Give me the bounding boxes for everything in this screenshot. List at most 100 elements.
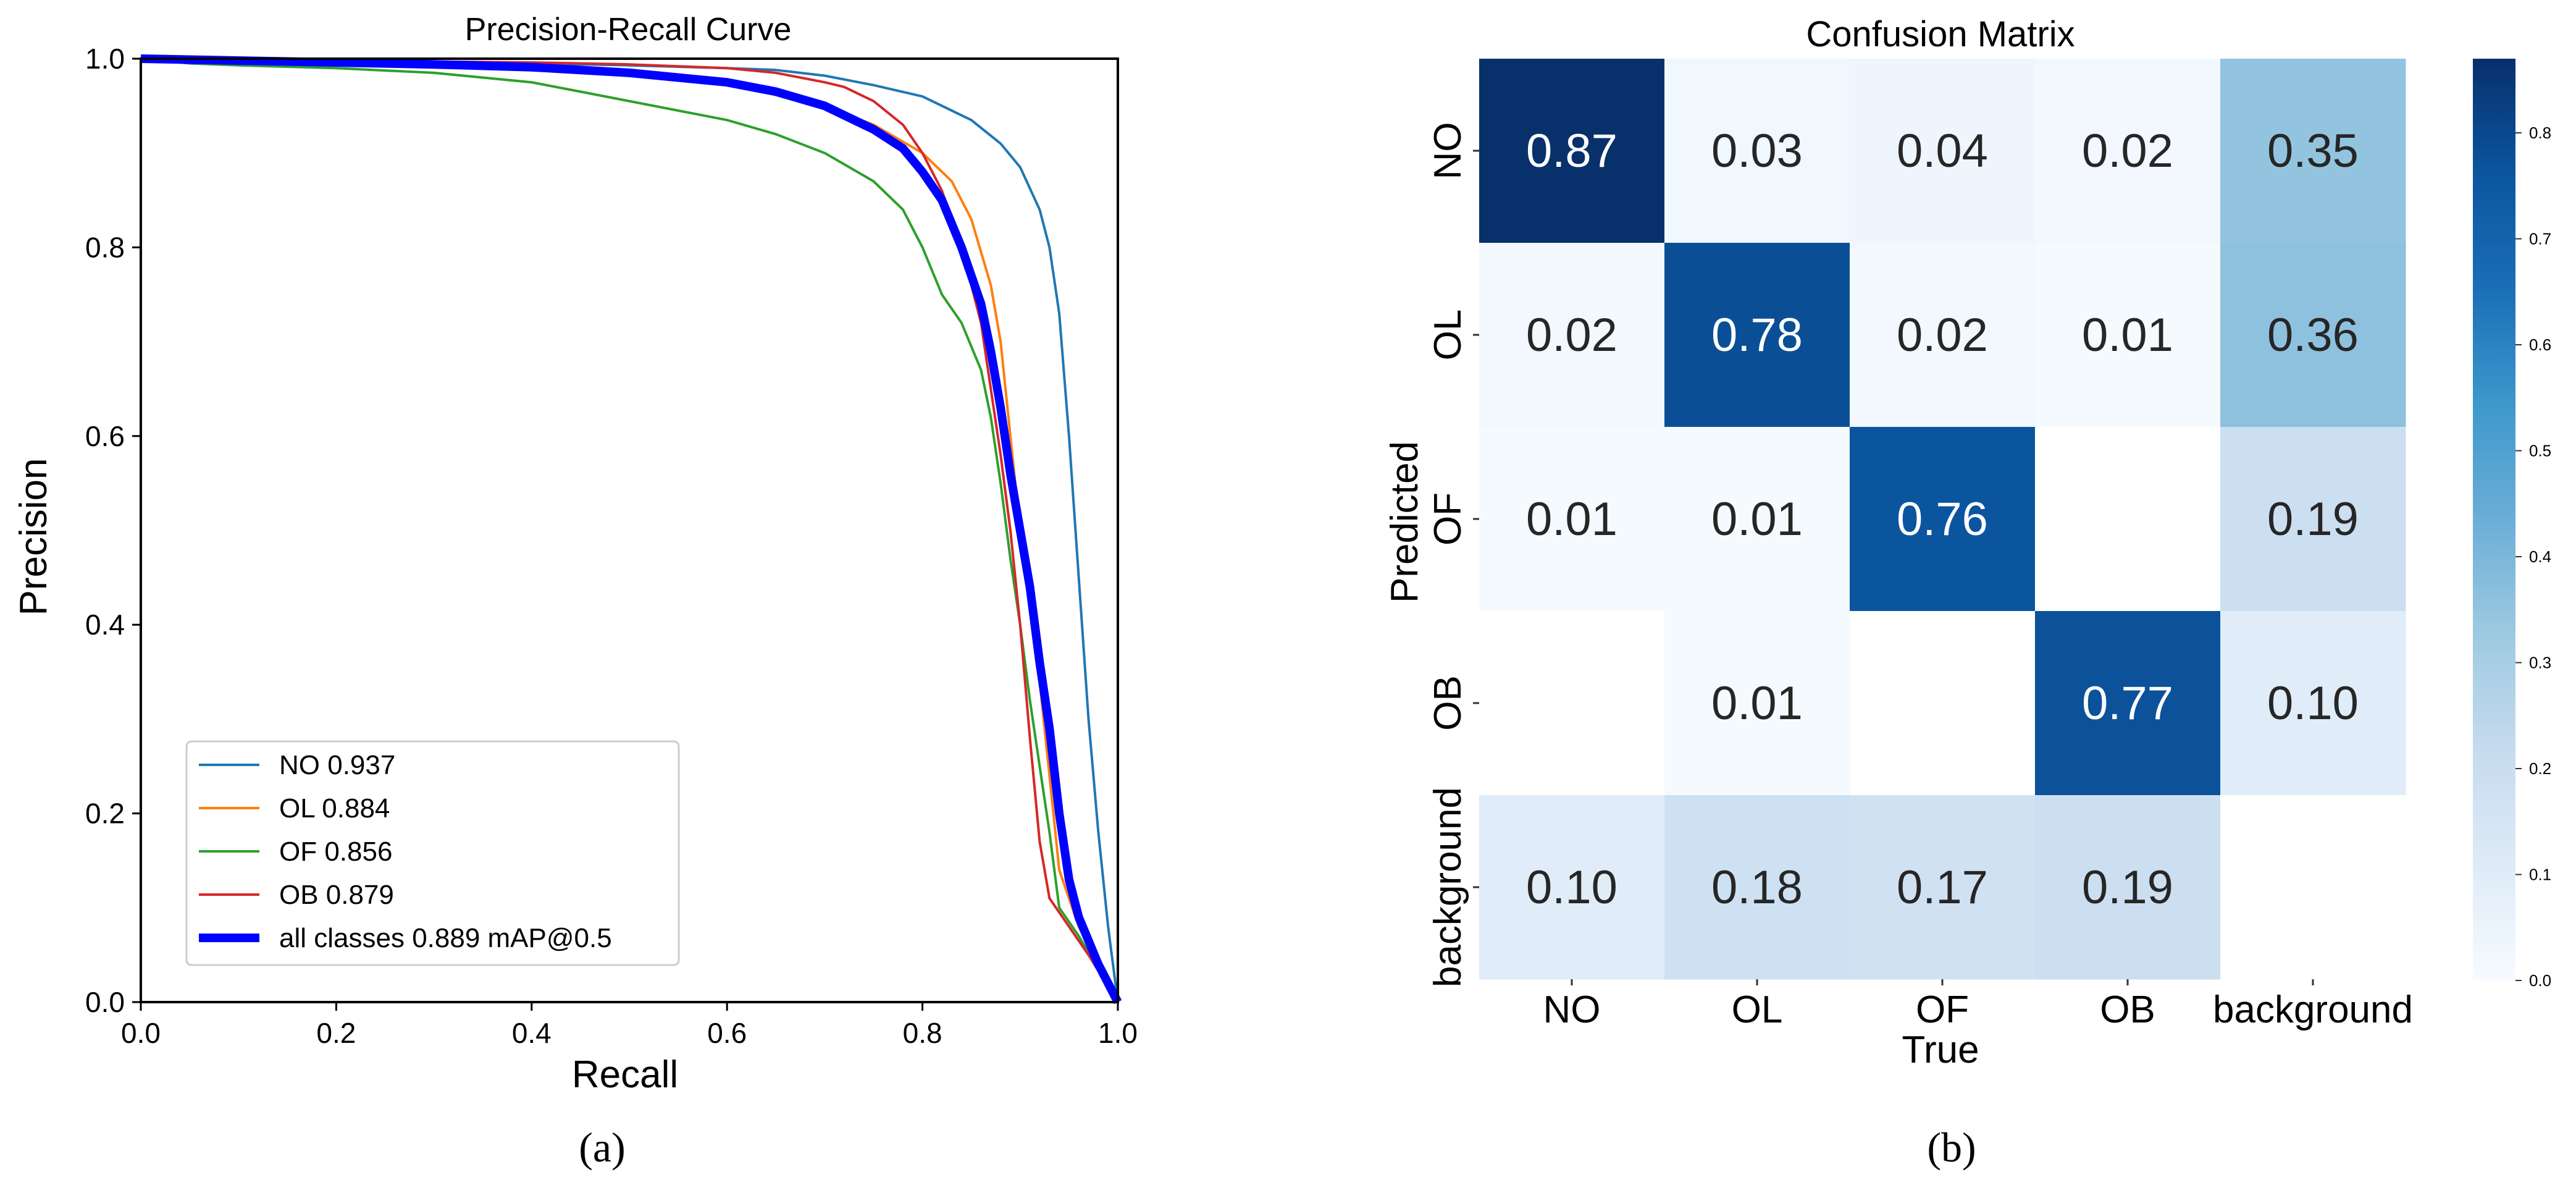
cm-cell-3-4 <box>2220 611 2406 796</box>
cm-cell-2-0 <box>1479 427 1665 612</box>
cm-colorbar-tick-label: 0.0 <box>2529 971 2551 990</box>
pr-y-tick-labels: 0.0 0.2 0.4 0.6 0.8 1.0 <box>85 43 141 1018</box>
cm-colorbar-tick-label: 0.2 <box>2529 759 2551 778</box>
pr-x-axis-label: Recall <box>572 1053 678 1096</box>
cm-cell-value: 0.04 <box>1897 125 1988 177</box>
cm-cell-0-0 <box>1479 59 1665 243</box>
cm-cell-1-0 <box>1479 243 1665 428</box>
cm-colorbar-tick-label: 0.4 <box>2529 547 2551 566</box>
pr-x-tick-label: 0.6 <box>707 1017 747 1049</box>
cm-cell-value: 0.76 <box>1897 493 1988 546</box>
cm-cell-value: 0.17 <box>1897 861 1988 914</box>
pr-series-line-2 <box>140 57 1119 1003</box>
cm-cell-2-1 <box>1664 427 1850 612</box>
pr-y-tick-label: 0.0 <box>85 986 125 1018</box>
cm-x-tick-label: NO <box>1543 989 1601 1031</box>
cm-cell-value: 0.02 <box>2082 125 2173 177</box>
cm-x-tick-labels: NO OL OF OB background <box>1543 979 2413 1031</box>
cm-y-tick-label: OL <box>1427 310 1469 361</box>
cm-cell-3-2 <box>1850 611 2036 796</box>
cm-cell-value: 0.19 <box>2267 493 2359 546</box>
cm-x-tick-label: background <box>2213 989 2413 1031</box>
pr-x-tick-label: 0.4 <box>512 1017 552 1049</box>
cm-y-tick-labels: NO OL OF OB background <box>1427 122 1479 987</box>
cm-cell-value: 0.78 <box>1711 309 1803 361</box>
cm-cell-value: 0.02 <box>1897 309 1988 361</box>
cm-cell-1-4 <box>2220 243 2406 428</box>
cm-cell-value: 0.03 <box>1711 125 1803 177</box>
cm-colorbar-tick-label: 0.1 <box>2529 866 2551 884</box>
pr-x-tick-label: 1.0 <box>1098 1017 1138 1049</box>
pr-x-tick-labels: 0.0 0.2 0.4 0.6 0.8 1.0 <box>121 1002 1138 1049</box>
pr-legend-label-3: OB 0.879 <box>279 880 394 910</box>
pr-legend-frame <box>185 740 680 966</box>
cm-colorbar-tick-label: 0.7 <box>2529 230 2551 248</box>
cm-cell-value: 0.10 <box>1526 861 1617 914</box>
cm-colorbar <box>2473 59 2515 980</box>
cm-cell-value: 0.35 <box>2267 125 2359 177</box>
cm-colorbar-tick-label: 0.8 <box>2529 124 2551 142</box>
cm-cell-value: 0.18 <box>1711 861 1803 914</box>
pr-plot-area <box>140 54 1122 1005</box>
cm-colorbar-ticks: 0.0 0.1 0.2 0.3 0.4 0.5 0.6 0.7 0.8 <box>2515 124 2551 990</box>
cm-x-tick-label: OF <box>1916 989 1969 1031</box>
pr-x-tick-label: 0.0 <box>121 1017 161 1049</box>
pr-legend: NO 0.937 OL 0.884 OF 0.856 OB 0.879 all clas… <box>185 740 680 966</box>
cm-cell-0-2 <box>1850 59 2036 243</box>
cm-y-tick-label: NO <box>1427 122 1469 180</box>
cm-cell-4-0 <box>1479 795 1665 980</box>
cm-cell-4-2 <box>1850 795 2036 980</box>
cm-chart-title: Confusion Matrix <box>1806 14 2075 54</box>
cm-y-tick-label: background <box>1427 787 1469 987</box>
cm-colorbar-tick-label: 0.5 <box>2529 442 2551 460</box>
pr-y-tick-label: 0.6 <box>85 420 125 452</box>
pr-curve-panel: Precision-Recall Curve 0.0 0.2 0.4 0.6 0.8 1.… <box>12 12 1138 1096</box>
cm-cell-3-1 <box>1664 611 1850 796</box>
cm-cell-value: 0.77 <box>2082 677 2173 730</box>
cm-cell-2-4 <box>2220 427 2406 612</box>
cm-cell-value: 0.01 <box>1711 493 1803 546</box>
cm-y-tick-label: OB <box>1427 675 1469 731</box>
cm-cells: 0.87 0.03 0.04 0.02 0.35 0.02 0.78 0.02 0.01 0.36… <box>1479 59 2406 980</box>
cm-cell-1-2 <box>1850 243 2036 428</box>
pr-y-tick-label: 0.4 <box>85 609 125 641</box>
pr-y-tick-label: 0.8 <box>85 231 125 263</box>
cm-cell-1-1 <box>1664 243 1850 428</box>
cm-colorbar-tick-label: 0.3 <box>2529 654 2551 672</box>
cm-cell-1-3 <box>2035 243 2221 428</box>
cm-colorbar-tick-label: 0.6 <box>2529 335 2551 354</box>
pr-x-tick-label: 0.2 <box>316 1017 356 1049</box>
cm-cell-value: 0.01 <box>1711 677 1803 730</box>
cm-cell-value: 0.02 <box>1526 309 1617 361</box>
pr-y-tick-label: 1.0 <box>85 43 125 75</box>
pr-y-tick-label: 0.2 <box>85 798 125 830</box>
cm-cell-4-4 <box>2220 795 2406 980</box>
cm-y-tick-label: OF <box>1427 492 1469 546</box>
pr-legend-label-2: OF 0.856 <box>279 837 392 867</box>
pr-y-axis-label: Precision <box>12 458 55 616</box>
pr-legend-label-4: all classes 0.889 mAP@0.5 <box>279 923 612 953</box>
pr-axes-frame <box>140 57 1119 1003</box>
pr-series-line-3 <box>140 57 1119 1003</box>
pr-legend-label-1: OL 0.884 <box>279 793 390 824</box>
cm-cell-0-3 <box>2035 59 2221 243</box>
cm-cell-value: 0.01 <box>2082 309 2173 361</box>
cm-cell-2-3 <box>2035 427 2221 612</box>
cm-x-axis-label: True <box>1902 1029 1979 1071</box>
cm-cell-value: 0.19 <box>2082 861 2173 914</box>
cm-cell-4-1 <box>1664 795 1850 980</box>
cm-cell-0-4 <box>2220 59 2406 243</box>
cm-cell-2-2 <box>1850 427 2036 612</box>
cm-y-axis-label: Predicted <box>1383 441 1426 603</box>
cm-cell-0-1 <box>1664 59 1850 243</box>
pr-x-tick-label: 0.8 <box>903 1017 942 1049</box>
panel-label-a: (a) <box>579 1124 625 1171</box>
cm-cell-3-3 <box>2035 611 2221 796</box>
pr-legend-label-0: NO 0.937 <box>279 750 395 780</box>
cm-cell-3-0 <box>1479 611 1665 796</box>
panel-label-b: (b) <box>1927 1124 1976 1171</box>
cm-cell-value: 0.36 <box>2267 309 2359 361</box>
cm-x-tick-label: OL <box>1732 989 1783 1031</box>
pr-series-line-4 <box>140 54 1122 1005</box>
